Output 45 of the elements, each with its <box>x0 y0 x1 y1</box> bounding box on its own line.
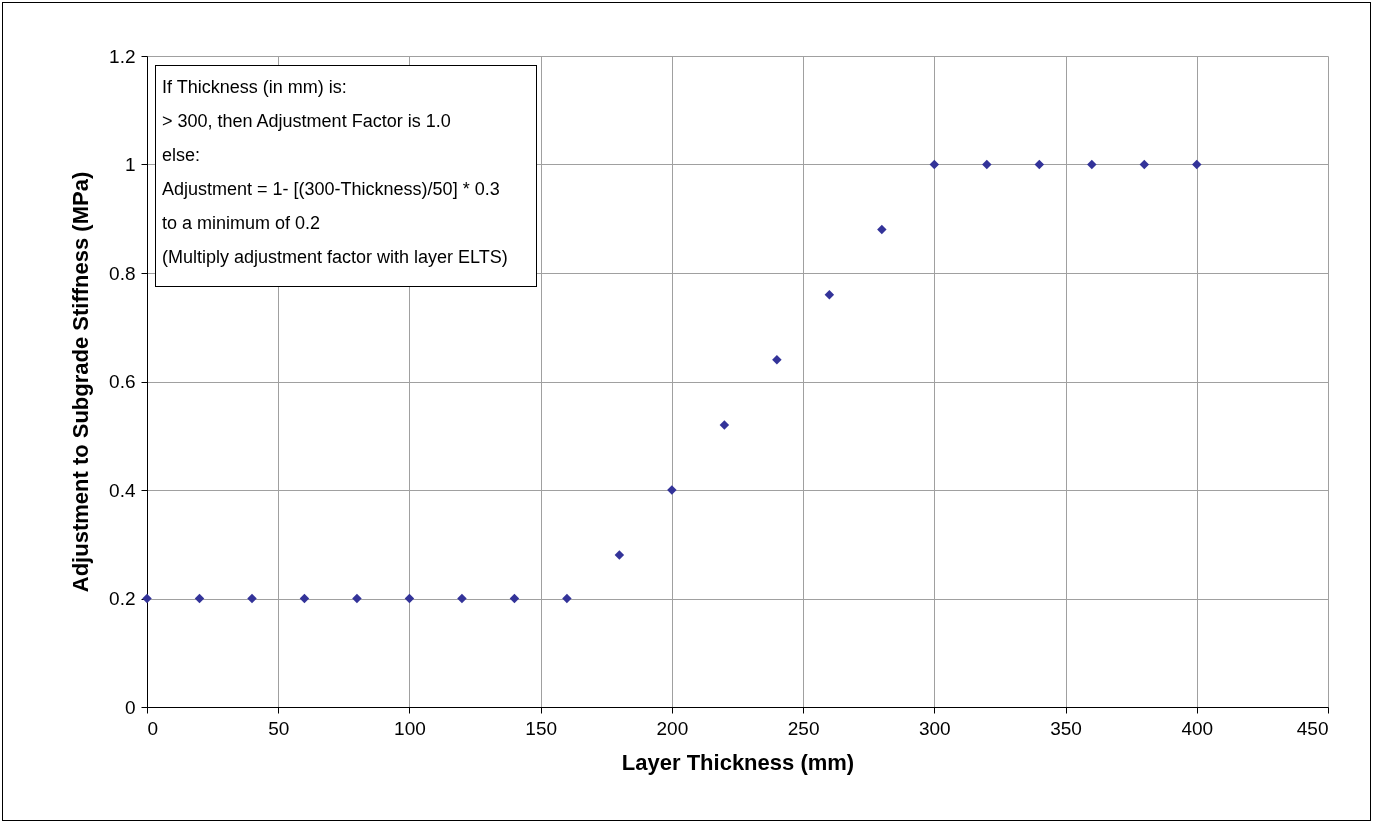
annotation: to a minimum of 0.2 <box>162 212 322 235</box>
point <box>1192 159 1202 170</box>
y-tick-label: 1.2 <box>109 45 136 67</box>
point <box>299 593 310 604</box>
point <box>1087 159 1097 170</box>
annotation: (Multiply adjustment factor with layer ELTS) <box>162 246 509 269</box>
point <box>772 355 782 365</box>
y-tick-label: 0.6 <box>109 371 136 392</box>
x-tick-label: 300 <box>918 717 951 739</box>
x-tick-label: 100 <box>394 717 426 739</box>
y-tick-label: 1 <box>124 154 136 175</box>
point <box>247 593 257 604</box>
point <box>352 593 362 604</box>
y-tick-label: 0 <box>124 696 136 718</box>
y-tick-label: 0.8 <box>109 262 136 284</box>
point <box>614 550 625 560</box>
x-tick-label: 250 <box>787 717 820 739</box>
point <box>509 593 520 604</box>
x-tick-label: 50 <box>268 717 290 739</box>
x-tick-label: 0 <box>147 717 159 739</box>
point <box>877 224 887 235</box>
point <box>404 593 415 604</box>
point <box>1034 159 1045 170</box>
x-tick-label: 150 <box>525 717 558 739</box>
x-axis-title: Layer Thickness (mm) <box>621 749 855 775</box>
x-tick-label: 200 <box>656 717 689 739</box>
point <box>1139 159 1150 170</box>
point <box>719 420 730 430</box>
y-tick-label: 0.4 <box>109 479 136 501</box>
point <box>929 159 940 170</box>
y-tick-label: 0.2 <box>109 588 136 609</box>
point <box>562 593 572 604</box>
x-tick-label: 450 <box>1296 717 1329 739</box>
point <box>982 159 992 170</box>
point <box>824 289 835 300</box>
annotation: > 300, then Adjustment Factor is 1.0 <box>162 110 452 133</box>
annotation: else: <box>162 144 202 167</box>
annotation: Adjustment = 1- [(300-Thickness)/50] * 0.3 <box>162 178 501 201</box>
y-axis-title: Adjustment to Subgrade Stiffness (MPa) <box>68 171 94 593</box>
point <box>194 593 205 604</box>
x-tick-label: 350 <box>1050 717 1082 739</box>
annotation: If Thickness (in mm) is: <box>162 76 348 99</box>
point <box>457 593 467 604</box>
point <box>142 593 152 604</box>
x-tick-label: 400 <box>1181 717 1214 739</box>
